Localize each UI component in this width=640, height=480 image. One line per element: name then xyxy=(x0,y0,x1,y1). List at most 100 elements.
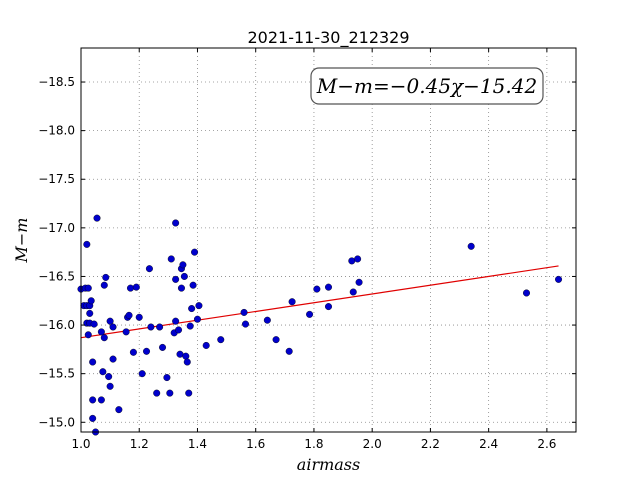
data-point xyxy=(354,255,362,263)
data-point xyxy=(99,368,107,376)
data-point xyxy=(325,303,333,311)
data-point xyxy=(86,309,94,317)
plot-area xyxy=(81,48,576,432)
y-tick-label: −15.0 xyxy=(38,415,75,429)
data-point xyxy=(132,283,140,291)
data-point xyxy=(349,288,357,296)
data-point xyxy=(306,310,314,318)
x-tick-label: 1.4 xyxy=(188,437,207,451)
data-point xyxy=(189,281,197,289)
data-point xyxy=(84,284,92,292)
data-point xyxy=(242,320,250,328)
data-point xyxy=(177,284,185,292)
equation-box xyxy=(310,67,544,105)
x-axis-label: airmass xyxy=(297,455,360,474)
data-point xyxy=(138,370,146,378)
data-point xyxy=(156,323,164,331)
data-point xyxy=(193,315,201,323)
data-point xyxy=(97,328,105,336)
data-point xyxy=(172,275,180,283)
y-tick-label: −17.0 xyxy=(38,221,75,235)
y-tick-label: −15.5 xyxy=(38,367,75,381)
data-point xyxy=(555,275,563,283)
data-point xyxy=(106,317,114,325)
x-tick-label: 1.6 xyxy=(246,437,265,451)
data-point xyxy=(167,255,175,263)
data-point xyxy=(163,374,171,382)
data-point xyxy=(176,350,184,358)
data-point xyxy=(115,406,123,414)
data-point xyxy=(202,341,210,349)
data-point xyxy=(125,311,133,319)
fit-equation: M−m=−0.45χ−15.42 xyxy=(316,74,537,98)
data-point xyxy=(179,261,187,269)
y-tick-label: −16.0 xyxy=(38,318,75,332)
data-point xyxy=(240,308,248,316)
data-point xyxy=(147,323,155,331)
x-tick-label: 1.2 xyxy=(130,437,149,451)
plot-frame xyxy=(80,47,577,433)
data-point xyxy=(523,289,531,297)
data-point xyxy=(185,389,193,397)
data-point xyxy=(89,396,97,404)
data-point xyxy=(109,323,117,331)
data-point xyxy=(102,273,110,281)
x-tick-label: 1.0 xyxy=(71,437,90,451)
chart-title: 2021-11-30_212329 xyxy=(247,28,409,48)
data-point xyxy=(100,281,108,289)
data-point xyxy=(105,373,113,381)
axis-ticks: 1.0 1.2 1.4 1.6 1.8 2.0 2.2 2.4 2.6 −15.0 −15.5 −16… xyxy=(38,48,576,451)
data-point xyxy=(122,328,130,336)
data-point xyxy=(325,283,333,291)
data-point xyxy=(348,257,356,265)
data-point xyxy=(143,347,151,355)
x-tick-label: 2.2 xyxy=(421,437,440,451)
data-point xyxy=(180,272,188,280)
data-point xyxy=(195,302,203,310)
data-point xyxy=(93,214,101,222)
data-point xyxy=(84,331,92,339)
data-point xyxy=(172,219,180,227)
data-point xyxy=(183,358,191,366)
data-point xyxy=(135,313,143,321)
data-point xyxy=(87,297,95,305)
data-point xyxy=(467,242,475,250)
x-tick-label: 1.8 xyxy=(304,437,323,451)
data-point xyxy=(313,285,321,293)
data-point xyxy=(285,347,293,355)
y-tick-label: −18.5 xyxy=(38,75,75,89)
data-point xyxy=(182,352,190,360)
data-point xyxy=(153,389,161,397)
y-axis-label: M−m xyxy=(12,218,31,264)
data-point xyxy=(263,316,271,324)
data-point xyxy=(188,305,196,313)
data-point xyxy=(186,322,194,330)
data-point xyxy=(90,320,98,328)
data-point xyxy=(166,389,174,397)
x-tick-label: 2.0 xyxy=(363,437,382,451)
data-point xyxy=(288,298,296,306)
y-tick-label: −16.5 xyxy=(38,269,75,283)
data-point xyxy=(89,414,97,422)
data-point xyxy=(172,317,180,325)
data-point xyxy=(109,355,117,363)
data-point xyxy=(175,326,183,334)
data-point xyxy=(191,248,199,256)
data-point xyxy=(126,284,134,292)
data-point xyxy=(272,336,280,344)
grid-lines xyxy=(80,48,576,432)
x-tick-label: 2.6 xyxy=(537,437,556,451)
y-tick-label: −18.0 xyxy=(38,124,75,138)
data-point xyxy=(100,334,108,342)
data-point xyxy=(159,343,167,351)
data-point xyxy=(145,265,153,273)
data-point xyxy=(97,396,105,404)
data-point xyxy=(355,278,363,286)
y-tick-label: −17.5 xyxy=(38,172,75,186)
data-point xyxy=(129,348,137,356)
data-point xyxy=(217,336,225,344)
data-point xyxy=(106,382,114,390)
data-point xyxy=(89,358,97,366)
x-tick-label: 2.4 xyxy=(479,437,498,451)
